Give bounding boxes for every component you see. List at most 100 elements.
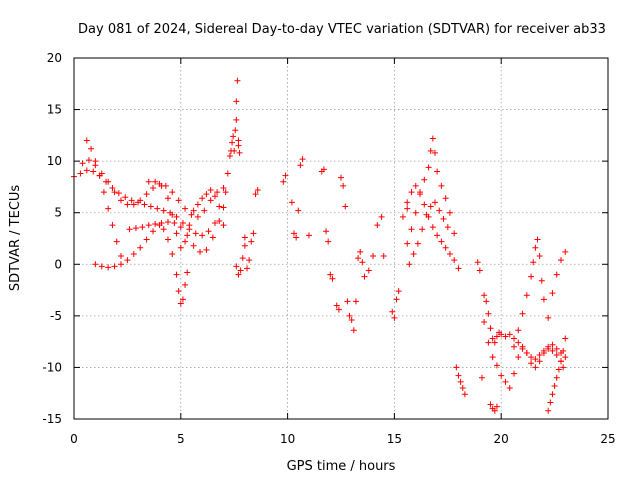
data-point [222, 189, 229, 196]
data-point [194, 201, 201, 208]
series-burst-7h [220, 77, 243, 211]
data-point [169, 250, 176, 257]
data-point [515, 339, 522, 346]
data-point [171, 220, 178, 227]
series-burst-16h-c [406, 199, 451, 268]
data-point [177, 244, 184, 251]
data-point [141, 201, 148, 208]
data-point [90, 168, 97, 175]
data-point [528, 360, 535, 367]
data-point [105, 205, 112, 212]
data-point [150, 184, 157, 191]
data-point [143, 191, 150, 198]
data-point [109, 222, 116, 229]
data-point [295, 207, 302, 214]
data-point [173, 230, 180, 237]
data-point [558, 358, 565, 365]
data-point [350, 327, 357, 334]
data-point [487, 401, 494, 408]
data-point [451, 257, 458, 264]
series-burst-16h-b [404, 182, 462, 272]
x-tick-label: 15 [387, 432, 402, 446]
y-tick-label: -10 [42, 360, 62, 374]
data-point [355, 255, 362, 262]
data-point [519, 310, 526, 317]
data-point [244, 265, 251, 272]
data-point [558, 257, 565, 264]
data-point [130, 250, 137, 257]
data-point [534, 236, 541, 243]
data-point [111, 263, 118, 270]
data-point [489, 354, 496, 361]
data-point [440, 215, 447, 222]
data-point [132, 225, 139, 232]
data-point [231, 147, 238, 154]
data-point [485, 339, 492, 346]
data-point [241, 242, 248, 249]
data-point [338, 174, 344, 181]
data-point [459, 385, 466, 392]
series-track-h [481, 319, 567, 392]
data-point [361, 273, 368, 280]
data-point [117, 261, 124, 268]
data-point [389, 308, 396, 315]
data-point [220, 184, 227, 191]
grid [74, 58, 608, 419]
data-point [344, 298, 351, 305]
x-tick-label: 20 [494, 432, 509, 446]
data-point [419, 226, 426, 233]
y-tick-label: 10 [47, 154, 62, 168]
data-point [211, 193, 218, 200]
data-point [519, 345, 526, 352]
data-point [359, 259, 366, 266]
data-point [431, 149, 438, 156]
data-point [175, 288, 182, 295]
data-point [160, 207, 167, 214]
data-point [96, 172, 103, 179]
data-point [523, 292, 530, 299]
data-point [412, 209, 419, 216]
data-point [423, 211, 430, 218]
data-point [147, 203, 154, 210]
data-point [395, 288, 402, 295]
x-axis-label: GPS time / hours [287, 459, 396, 474]
data-point [493, 333, 500, 340]
data-point [491, 339, 498, 346]
x-tick-label: 10 [280, 432, 295, 446]
data-point [352, 298, 359, 305]
data-point [410, 250, 417, 257]
data-point [502, 333, 509, 340]
data-point [232, 127, 239, 134]
data-point [457, 378, 464, 385]
data-point [408, 189, 415, 196]
data-point [293, 234, 300, 241]
data-point [297, 162, 304, 169]
x-tick-label: 25 [600, 432, 615, 446]
data-point [117, 253, 124, 260]
data-point [340, 182, 347, 189]
data-point [436, 207, 443, 214]
data-point [83, 167, 90, 174]
data-point [220, 204, 227, 211]
data-point [434, 232, 441, 239]
data-point [555, 366, 562, 373]
data-point [342, 203, 349, 210]
y-tick-label: 20 [47, 51, 62, 65]
data-point [406, 261, 413, 268]
data-point [528, 273, 535, 280]
data-point [325, 238, 332, 245]
data-point [233, 116, 240, 123]
data-point [280, 178, 287, 185]
data-point [506, 385, 513, 392]
data-point [246, 257, 253, 264]
y-axis-label: SDTVAR / TECUs [8, 185, 23, 292]
data-point [137, 244, 144, 251]
data-point [122, 194, 129, 201]
data-point [532, 356, 539, 363]
data-point [164, 236, 171, 243]
data-point [173, 271, 180, 278]
data-point [481, 292, 488, 299]
data-point [444, 224, 451, 231]
data-point [179, 220, 186, 227]
data-point [498, 372, 505, 379]
